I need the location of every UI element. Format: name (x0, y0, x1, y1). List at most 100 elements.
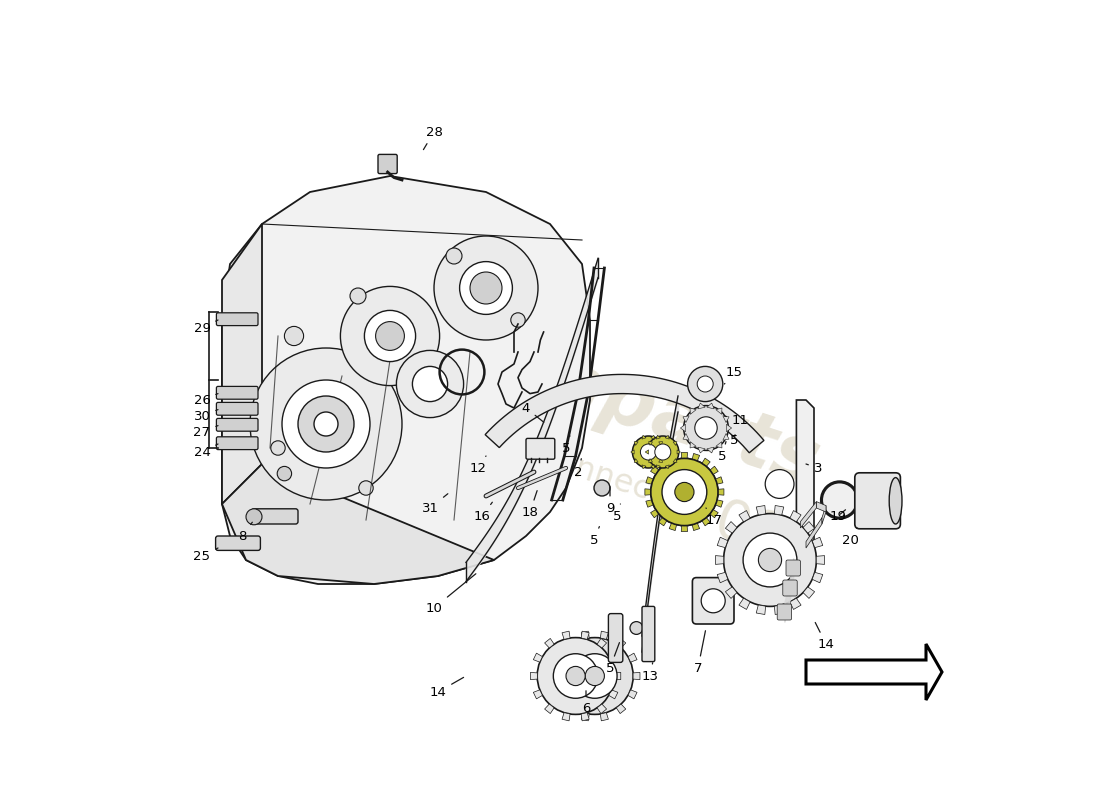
Polygon shape (666, 435, 669, 439)
Polygon shape (659, 458, 667, 466)
Polygon shape (657, 465, 660, 469)
Circle shape (654, 444, 671, 460)
Polygon shape (564, 704, 573, 714)
Polygon shape (715, 556, 724, 564)
Polygon shape (702, 458, 711, 466)
Polygon shape (739, 598, 750, 610)
Polygon shape (552, 690, 562, 699)
Polygon shape (723, 416, 729, 422)
Polygon shape (739, 510, 750, 522)
Polygon shape (544, 704, 554, 714)
Polygon shape (673, 442, 676, 446)
Circle shape (537, 638, 614, 714)
FancyBboxPatch shape (216, 536, 261, 550)
Circle shape (566, 666, 585, 686)
Polygon shape (659, 442, 662, 446)
Polygon shape (222, 224, 262, 504)
Text: 9: 9 (606, 486, 614, 514)
Polygon shape (673, 458, 676, 462)
Text: 14: 14 (815, 622, 835, 650)
Text: 8: 8 (238, 522, 252, 542)
Polygon shape (666, 465, 669, 469)
Polygon shape (669, 454, 676, 461)
Polygon shape (718, 489, 724, 495)
Polygon shape (634, 672, 640, 680)
Polygon shape (774, 506, 784, 515)
Polygon shape (564, 638, 573, 648)
Polygon shape (649, 442, 652, 446)
Circle shape (359, 481, 373, 495)
Circle shape (651, 458, 718, 526)
Text: 24: 24 (194, 444, 218, 458)
Circle shape (630, 622, 642, 634)
Circle shape (688, 366, 723, 402)
Text: 20: 20 (842, 528, 858, 546)
Text: 13: 13 (641, 662, 659, 682)
Polygon shape (683, 416, 690, 422)
Polygon shape (562, 631, 570, 639)
Polygon shape (710, 510, 718, 518)
Text: 5: 5 (590, 526, 600, 546)
FancyBboxPatch shape (608, 614, 623, 662)
Polygon shape (650, 466, 659, 474)
Polygon shape (812, 572, 823, 582)
Polygon shape (601, 631, 608, 639)
Circle shape (340, 286, 440, 386)
Circle shape (662, 470, 707, 514)
Polygon shape (806, 518, 822, 548)
Text: 10: 10 (426, 574, 476, 614)
Polygon shape (725, 587, 737, 598)
Polygon shape (816, 502, 826, 512)
Circle shape (744, 533, 796, 587)
Circle shape (350, 288, 366, 304)
Polygon shape (651, 435, 654, 439)
Polygon shape (628, 690, 637, 699)
FancyBboxPatch shape (783, 580, 798, 596)
Polygon shape (608, 653, 618, 662)
Circle shape (396, 350, 463, 418)
Polygon shape (646, 450, 649, 454)
Polygon shape (715, 500, 723, 507)
Polygon shape (597, 704, 606, 714)
Polygon shape (681, 424, 685, 432)
Circle shape (647, 436, 679, 468)
FancyBboxPatch shape (642, 606, 654, 662)
FancyBboxPatch shape (217, 437, 258, 450)
Polygon shape (816, 556, 825, 564)
Text: a parts connection: a parts connection (419, 403, 713, 525)
Text: 5: 5 (717, 442, 726, 462)
Text: europaparts: europaparts (304, 267, 828, 501)
FancyBboxPatch shape (217, 402, 258, 415)
Text: 16: 16 (474, 502, 493, 522)
Polygon shape (581, 713, 590, 721)
Polygon shape (717, 538, 728, 548)
Polygon shape (676, 450, 681, 454)
Polygon shape (790, 510, 801, 522)
Text: 18: 18 (521, 490, 538, 518)
Polygon shape (697, 403, 705, 409)
Circle shape (271, 441, 285, 455)
Polygon shape (681, 526, 688, 531)
Polygon shape (530, 672, 537, 680)
Polygon shape (707, 447, 714, 453)
Text: 25: 25 (194, 548, 218, 562)
Circle shape (285, 326, 304, 346)
FancyBboxPatch shape (252, 509, 298, 524)
FancyBboxPatch shape (526, 438, 554, 459)
Polygon shape (534, 653, 542, 662)
FancyBboxPatch shape (217, 386, 258, 399)
Polygon shape (726, 424, 732, 432)
Circle shape (758, 549, 782, 571)
Circle shape (314, 412, 338, 436)
Circle shape (246, 509, 262, 525)
Text: 31: 31 (421, 494, 448, 514)
Circle shape (412, 366, 448, 402)
Polygon shape (692, 523, 700, 530)
Text: 085: 085 (707, 494, 825, 578)
Ellipse shape (889, 478, 902, 524)
Polygon shape (630, 450, 635, 454)
Polygon shape (690, 408, 696, 414)
Polygon shape (710, 466, 718, 474)
Polygon shape (635, 458, 638, 462)
Polygon shape (651, 465, 654, 469)
